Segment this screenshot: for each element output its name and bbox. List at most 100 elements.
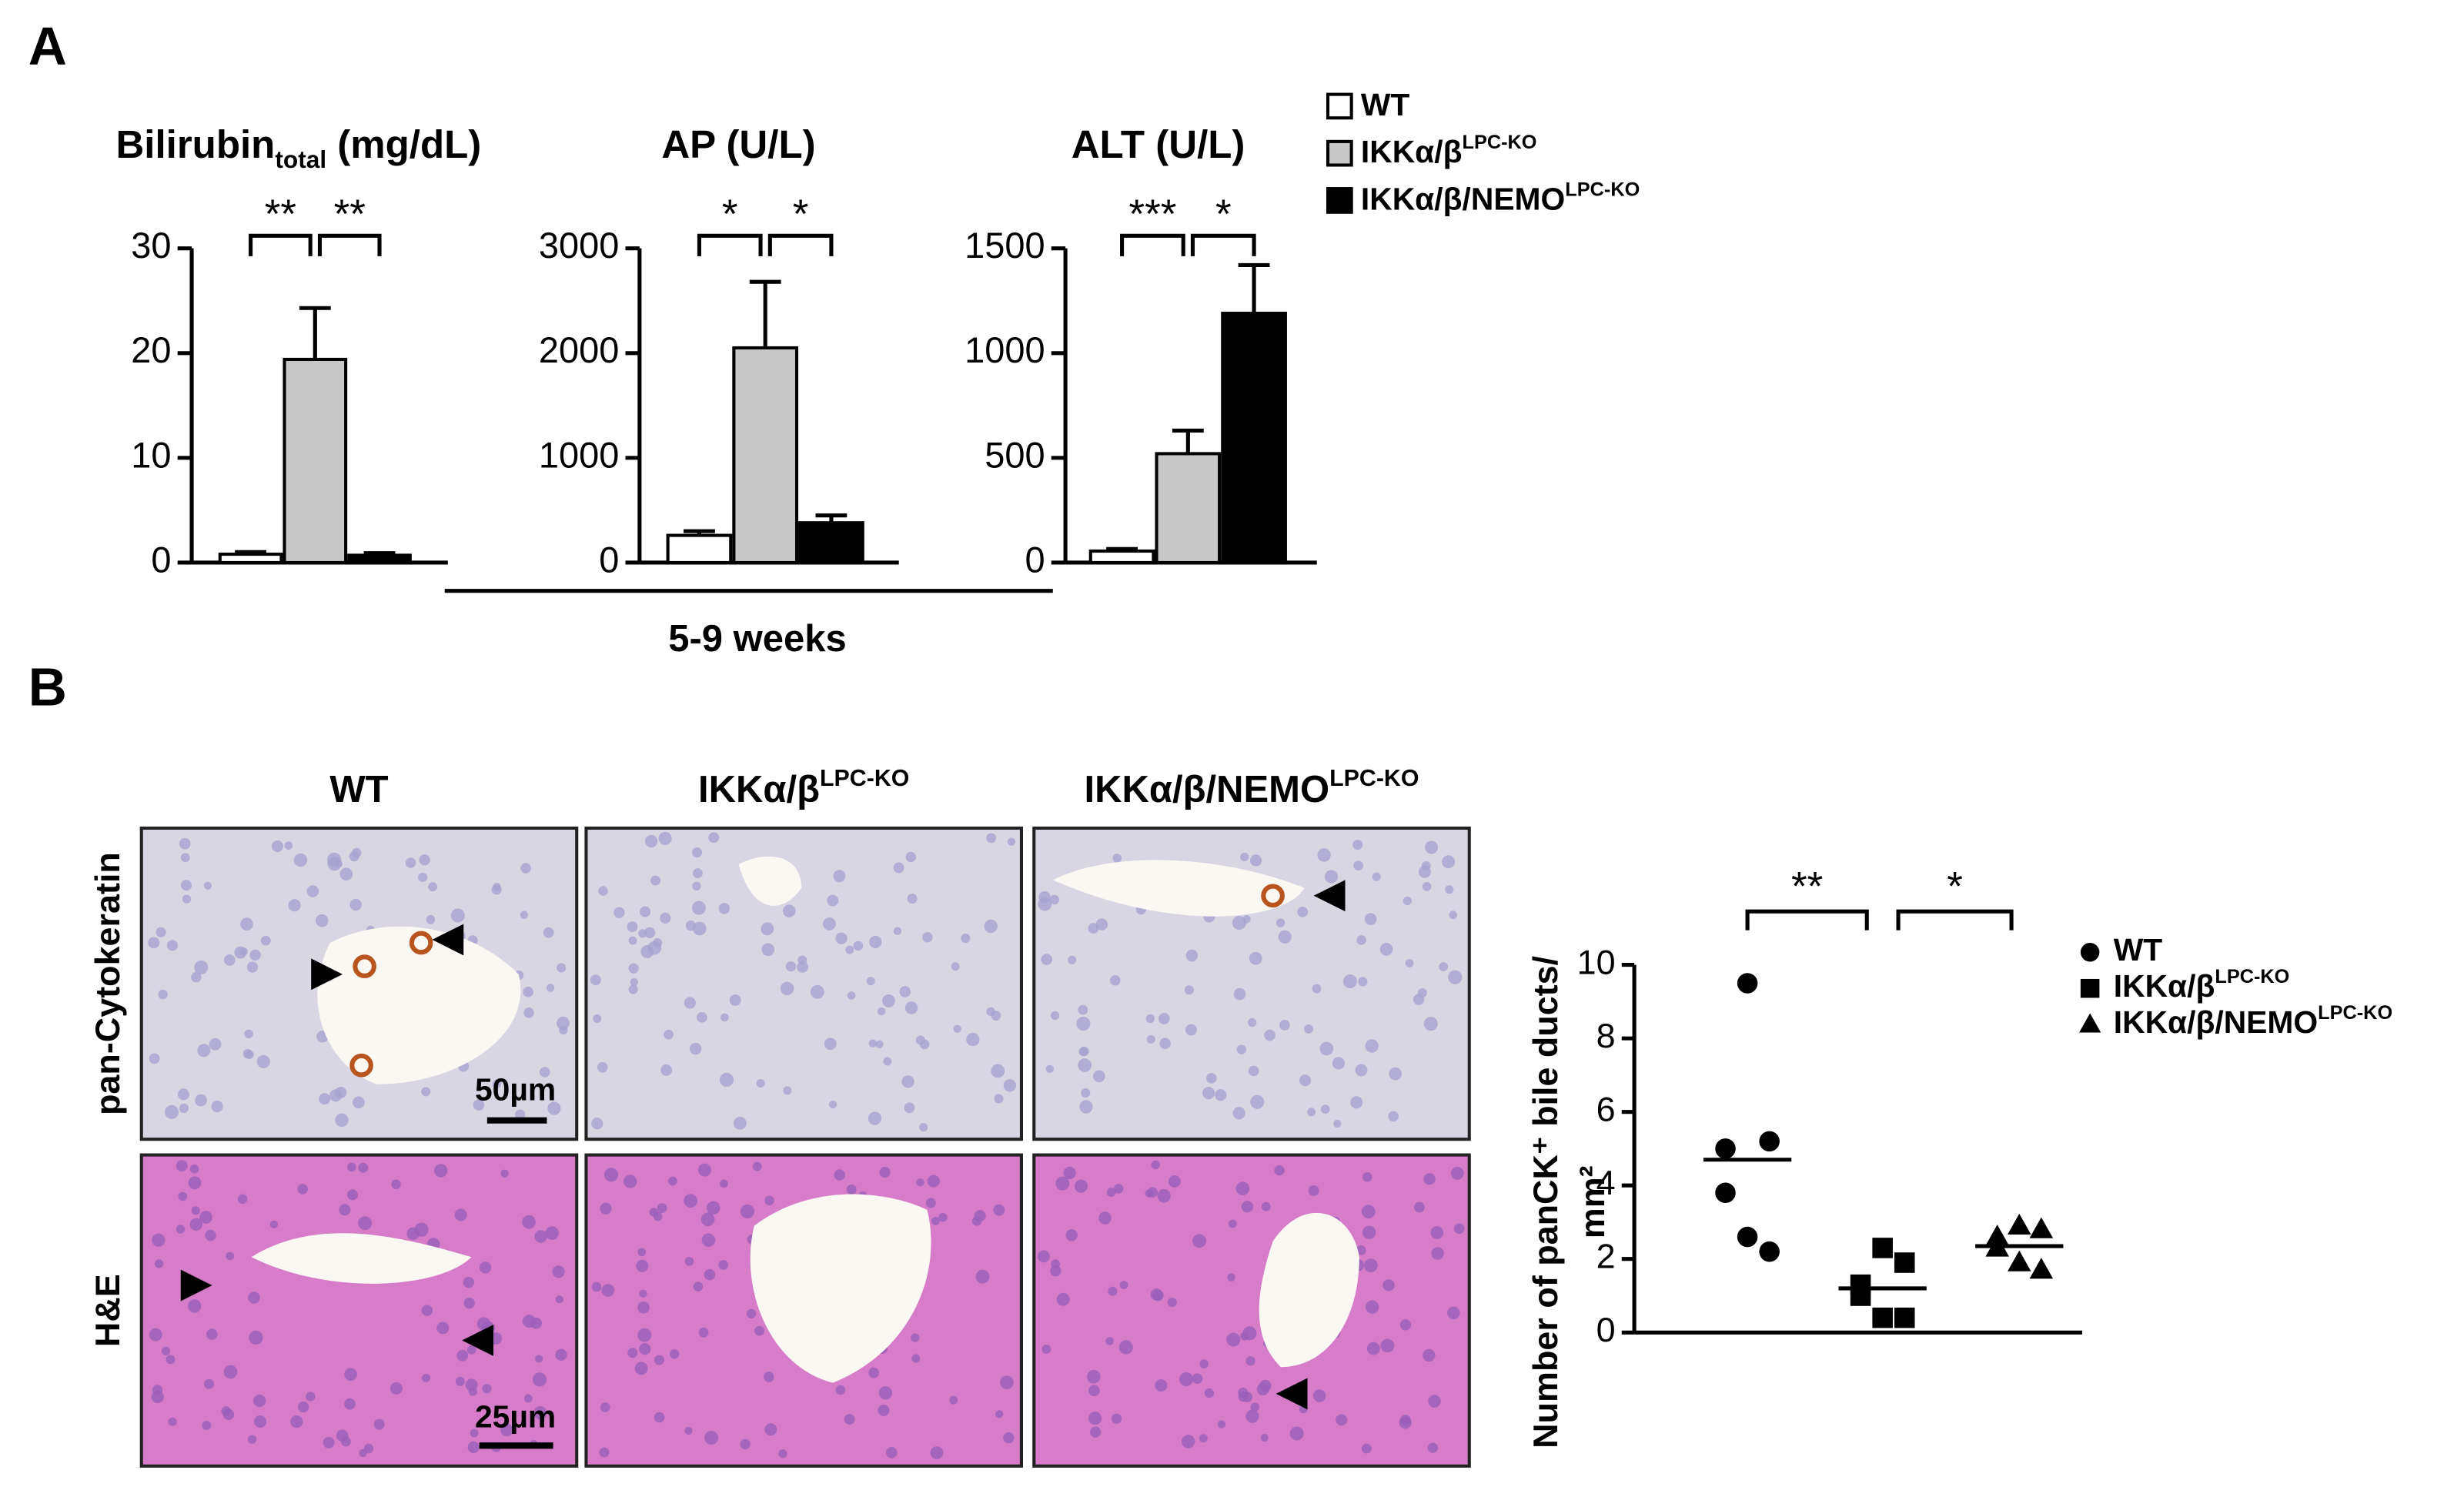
- nucleus: [904, 1102, 915, 1114]
- nucleus: [1297, 906, 1309, 917]
- column-header: IKKα/βLPC-KO: [698, 766, 909, 810]
- nucleus: [327, 852, 342, 867]
- nucleus: [166, 940, 178, 951]
- nucleus: [149, 1053, 160, 1064]
- vessel: [317, 926, 521, 1084]
- nucleus: [991, 1064, 1005, 1078]
- nucleus: [349, 850, 359, 862]
- nucleus: [180, 853, 190, 863]
- significance-label: **: [1791, 864, 1823, 910]
- nucleus: [188, 1176, 202, 1190]
- nucleus: [1003, 1079, 1017, 1092]
- nucleus: [414, 1222, 429, 1237]
- chart-title: Bilirubintotal (mg/dL): [115, 123, 481, 174]
- nucleus: [463, 1276, 475, 1288]
- nucleus: [835, 1385, 846, 1395]
- chart-title-part: (mg/dL): [326, 123, 481, 167]
- nucleus: [1112, 854, 1122, 863]
- nucleus: [875, 1040, 884, 1048]
- legend-label-part: LPC-KO: [2215, 966, 2289, 987]
- significance-label: *: [1215, 192, 1232, 237]
- nucleus: [1304, 1024, 1314, 1034]
- nucleus: [297, 1401, 309, 1413]
- nucleus: [1079, 1100, 1093, 1114]
- legend-label-part: LPC-KO: [1463, 132, 1537, 153]
- nucleus: [479, 1261, 492, 1274]
- point: [1759, 1131, 1780, 1152]
- nucleus: [1264, 1029, 1275, 1041]
- nucleus: [533, 1406, 547, 1420]
- nucleus: [1388, 1111, 1399, 1122]
- nucleus: [473, 1099, 485, 1111]
- nucleus: [1365, 1300, 1379, 1314]
- nucleus: [1380, 1338, 1395, 1353]
- nucleus: [450, 908, 465, 923]
- nucleus: [284, 841, 293, 850]
- nucleus: [1236, 1044, 1247, 1054]
- point: [1985, 1225, 2009, 1246]
- nucleus: [249, 1330, 263, 1345]
- significance-bracket: [249, 233, 313, 256]
- y-tick-label: 1000: [539, 434, 619, 475]
- nucleus: [329, 1089, 343, 1102]
- stain: [1261, 884, 1285, 908]
- nucleus: [729, 994, 741, 1006]
- nucleus: [845, 945, 854, 954]
- nucleus: [700, 1212, 715, 1227]
- point: [2029, 1217, 2054, 1238]
- nucleus: [927, 1175, 940, 1188]
- nucleus: [879, 1166, 891, 1178]
- scale-bar-label: 50µm: [475, 1072, 556, 1108]
- nucleus: [306, 885, 319, 897]
- stain: [409, 931, 433, 955]
- micrograph: [584, 826, 1023, 1141]
- nucleus: [1261, 1201, 1271, 1211]
- arrowhead: [1275, 1378, 1308, 1410]
- nucleus: [211, 1101, 223, 1113]
- nucleus: [824, 1038, 837, 1051]
- nucleus: [901, 1075, 914, 1088]
- nucleus: [649, 1208, 658, 1217]
- micrograph: [139, 1153, 579, 1468]
- nucleus: [877, 1007, 886, 1016]
- nucleus: [869, 935, 882, 949]
- nucleus: [600, 1402, 610, 1412]
- legend-label: IKKα/βLPC-KO: [1361, 132, 1537, 169]
- nucleus: [684, 1426, 693, 1435]
- nucleus: [916, 1178, 924, 1187]
- nucleus: [1081, 1088, 1091, 1098]
- nucleus: [684, 997, 696, 1009]
- y-tick-label: 2: [1596, 1237, 1616, 1276]
- nucleus: [881, 994, 895, 1007]
- nucleus: [628, 984, 638, 994]
- nucleus: [654, 1355, 665, 1365]
- row-label: pan-Cytokeratin: [88, 852, 127, 1115]
- nucleus: [783, 1086, 792, 1095]
- nucleus: [1289, 1426, 1304, 1441]
- nucleus: [1423, 1017, 1438, 1031]
- chart-title-part: total: [275, 145, 326, 173]
- nucleus: [1250, 854, 1262, 867]
- nucleus: [697, 1011, 707, 1023]
- point: [2029, 1258, 2054, 1279]
- nucleus: [827, 894, 839, 907]
- nucleus: [1250, 1094, 1265, 1109]
- nucleus: [557, 963, 567, 973]
- nucleus: [740, 1438, 751, 1450]
- bar: [798, 521, 864, 565]
- nucleus: [1448, 970, 1463, 984]
- nucleus: [335, 1113, 349, 1128]
- nucleus: [456, 1349, 469, 1362]
- nucleus: [637, 1248, 647, 1257]
- nucleus: [1109, 975, 1121, 986]
- nucleus: [1199, 1434, 1208, 1443]
- nucleus: [260, 935, 271, 946]
- nucleus: [1449, 911, 1458, 920]
- nucleus: [810, 984, 824, 999]
- nucleus: [868, 1367, 880, 1378]
- nucleus: [634, 1362, 648, 1375]
- nucleus: [288, 899, 301, 912]
- nucleus: [152, 1233, 165, 1247]
- nucleus: [246, 961, 259, 973]
- nucleus: [953, 1024, 961, 1033]
